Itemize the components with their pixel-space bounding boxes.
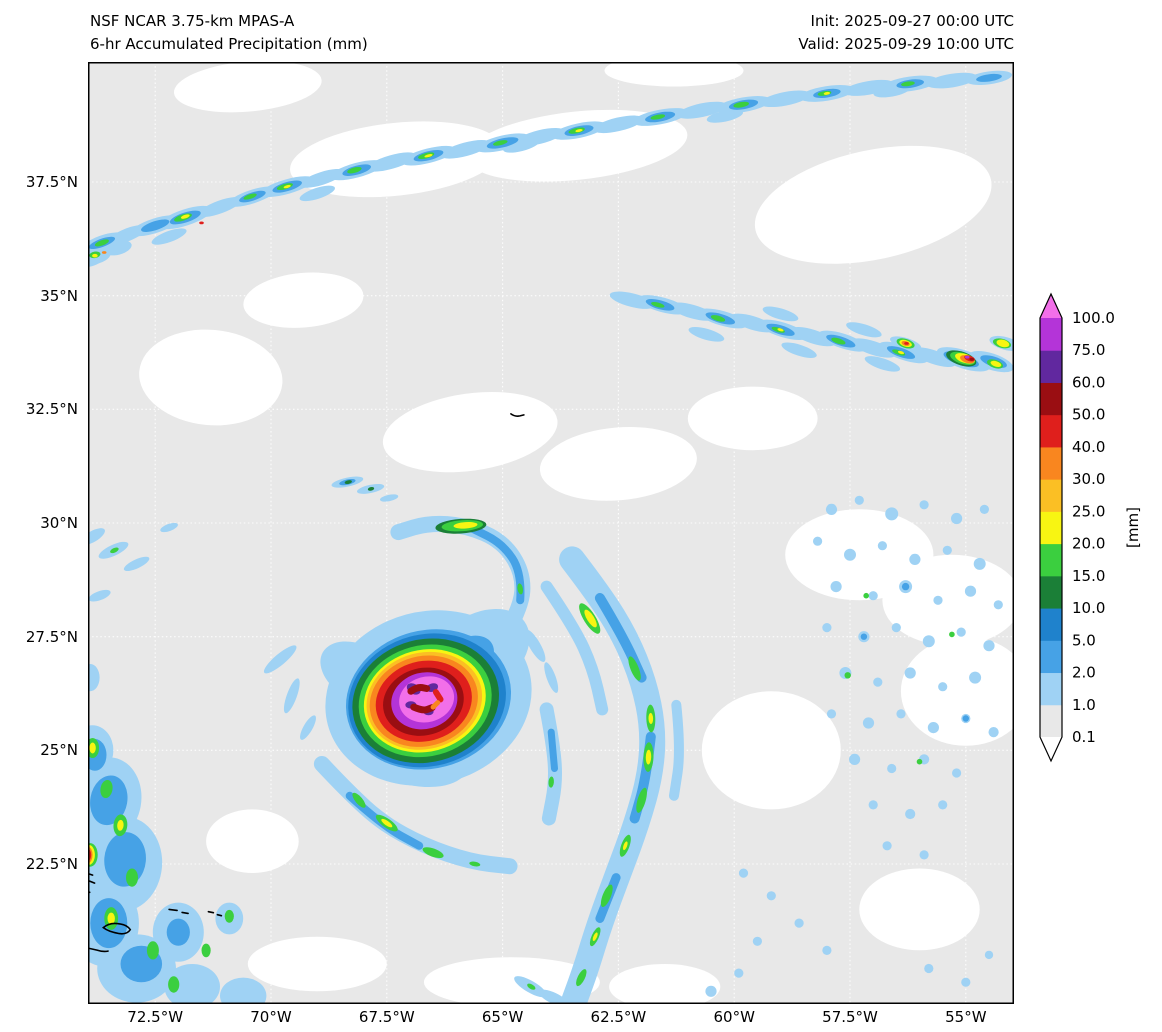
x-tick-label: 67.5°W	[358, 1008, 415, 1026]
y-tick-label: 35°N	[40, 286, 78, 305]
colorbar-tick-label: 60.0	[1072, 373, 1105, 391]
colorbar-tick-label: 15.0	[1072, 567, 1105, 585]
x-tick-label: 55°W	[945, 1008, 987, 1026]
run-info: Init: 2025-09-27 00:00 UTC Valid: 2025-0…	[798, 10, 1014, 56]
colorbar: 0.1 1.0 2.0 5.0 10.0 15.0 20.0 25.0 30.0 40.0 50.0…	[1039, 292, 1142, 763]
colorbar-tick-label: 1.0	[1072, 696, 1096, 714]
colorbar-units-label: [mm]	[1124, 507, 1142, 548]
no-precip-patches	[139, 62, 1014, 1004]
model-name: NSF NCAR 3.75-km MPAS-A	[90, 12, 295, 30]
valid-time: Valid: 2025-09-29 10:00 UTC	[798, 35, 1014, 53]
colorbar-under-arrow	[1040, 736, 1062, 761]
y-tick-label: 32.5°N	[25, 400, 78, 419]
x-tick-label: 72.5°W	[127, 1008, 184, 1026]
colorbar-tick-label: 25.0	[1072, 502, 1105, 520]
colorbar-tick-label: 40.0	[1072, 438, 1105, 456]
y-axis: 37.5°N 35°N 32.5°N 30°N 27.5°N 25°N 22.5°N	[0, 0, 80, 1032]
colorbar-tick-label: 5.0	[1072, 631, 1096, 649]
precipitation-map	[88, 62, 1014, 1004]
y-tick-label: 30°N	[40, 513, 78, 532]
init-time: Init: 2025-09-27 00:00 UTC	[810, 12, 1014, 30]
y-tick-label: 25°N	[40, 741, 78, 760]
x-tick-label: 60°W	[713, 1008, 755, 1026]
colorbar-tick-label: 30.0	[1072, 470, 1105, 488]
colorbar-tick-label: 100.0	[1072, 309, 1115, 327]
colorbar-tick-label: 10.0	[1072, 599, 1105, 617]
y-tick-label: 22.5°N	[25, 854, 78, 873]
colorbar-tick-label: 0.1	[1072, 728, 1096, 746]
colorbar-tick-label: 2.0	[1072, 664, 1096, 682]
colorbar-tick-label: 20.0	[1072, 535, 1105, 553]
x-tick-label: 65°W	[481, 1008, 524, 1026]
x-tick-label: 70°W	[250, 1008, 292, 1026]
y-tick-label: 37.5°N	[25, 173, 78, 192]
x-tick-label: 57.5°W	[822, 1008, 878, 1026]
colorbar-tick-label: 50.0	[1072, 406, 1105, 424]
map-plot-area	[88, 62, 1014, 1004]
plot-title: NSF NCAR 3.75-km MPAS-A 6-hr Accumulated…	[90, 10, 368, 56]
scattered-showers	[705, 495, 1003, 997]
precip-features	[88, 70, 1014, 1004]
colorbar-tick-label: 75.0	[1072, 341, 1105, 359]
coastlines	[88, 413, 525, 953]
x-axis: 72.5°W 70°W 67.5°W 65°W 62.5°W 60°W 57.5°W 55°W	[0, 1008, 1162, 1032]
colorbar-over-arrow	[1040, 294, 1062, 318]
x-tick-label: 62.5°W	[590, 1008, 647, 1026]
y-tick-label: 27.5°N	[25, 627, 78, 646]
product-name: 6-hr Accumulated Precipitation (mm)	[90, 35, 368, 53]
